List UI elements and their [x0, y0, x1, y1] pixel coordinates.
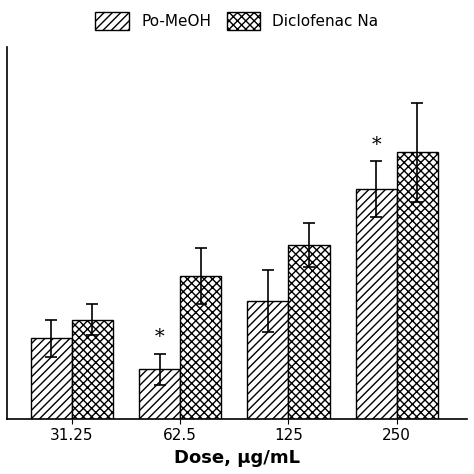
- Legend: Po-MeOH, Diclofenac Na: Po-MeOH, Diclofenac Na: [90, 6, 384, 36]
- X-axis label: Dose, μg/mL: Dose, μg/mL: [174, 449, 300, 467]
- Bar: [397, 152, 438, 474]
- Bar: [356, 189, 397, 474]
- Bar: [139, 369, 180, 474]
- Bar: [180, 276, 221, 474]
- Text: *: *: [371, 136, 381, 154]
- Bar: [31, 338, 72, 474]
- Bar: [247, 301, 288, 474]
- Text: *: *: [155, 328, 164, 346]
- Bar: [72, 319, 113, 474]
- Bar: [288, 245, 329, 474]
